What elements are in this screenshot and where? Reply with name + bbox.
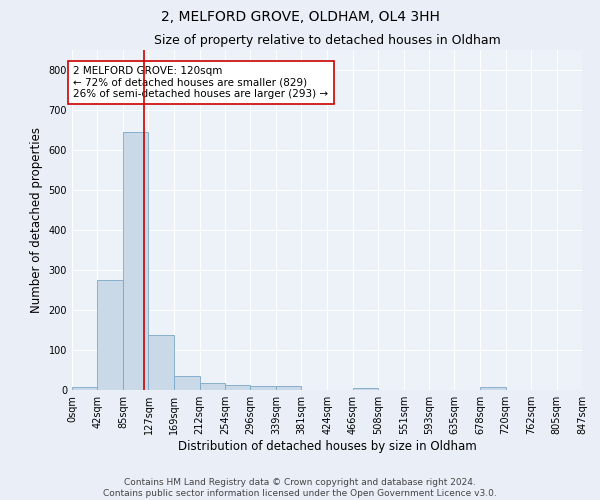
Bar — [72, 387, 97, 390]
Bar — [225, 385, 250, 390]
Bar — [200, 383, 225, 390]
Text: Contains HM Land Registry data © Crown copyright and database right 2024.
Contai: Contains HM Land Registry data © Crown c… — [103, 478, 497, 498]
X-axis label: Distribution of detached houses by size in Oldham: Distribution of detached houses by size … — [178, 440, 476, 453]
Bar — [250, 386, 276, 390]
Title: Size of property relative to detached houses in Oldham: Size of property relative to detached ho… — [154, 34, 500, 48]
Text: 2, MELFORD GROVE, OLDHAM, OL4 3HH: 2, MELFORD GROVE, OLDHAM, OL4 3HH — [161, 10, 439, 24]
Bar — [97, 280, 123, 390]
Bar — [148, 335, 174, 390]
Bar — [123, 132, 148, 390]
Text: 2 MELFORD GROVE: 120sqm
← 72% of detached houses are smaller (829)
26% of semi-d: 2 MELFORD GROVE: 120sqm ← 72% of detache… — [73, 66, 328, 99]
Bar — [353, 388, 378, 390]
Bar — [174, 376, 200, 390]
Bar — [480, 387, 506, 390]
Bar — [276, 386, 301, 390]
Y-axis label: Number of detached properties: Number of detached properties — [30, 127, 43, 313]
